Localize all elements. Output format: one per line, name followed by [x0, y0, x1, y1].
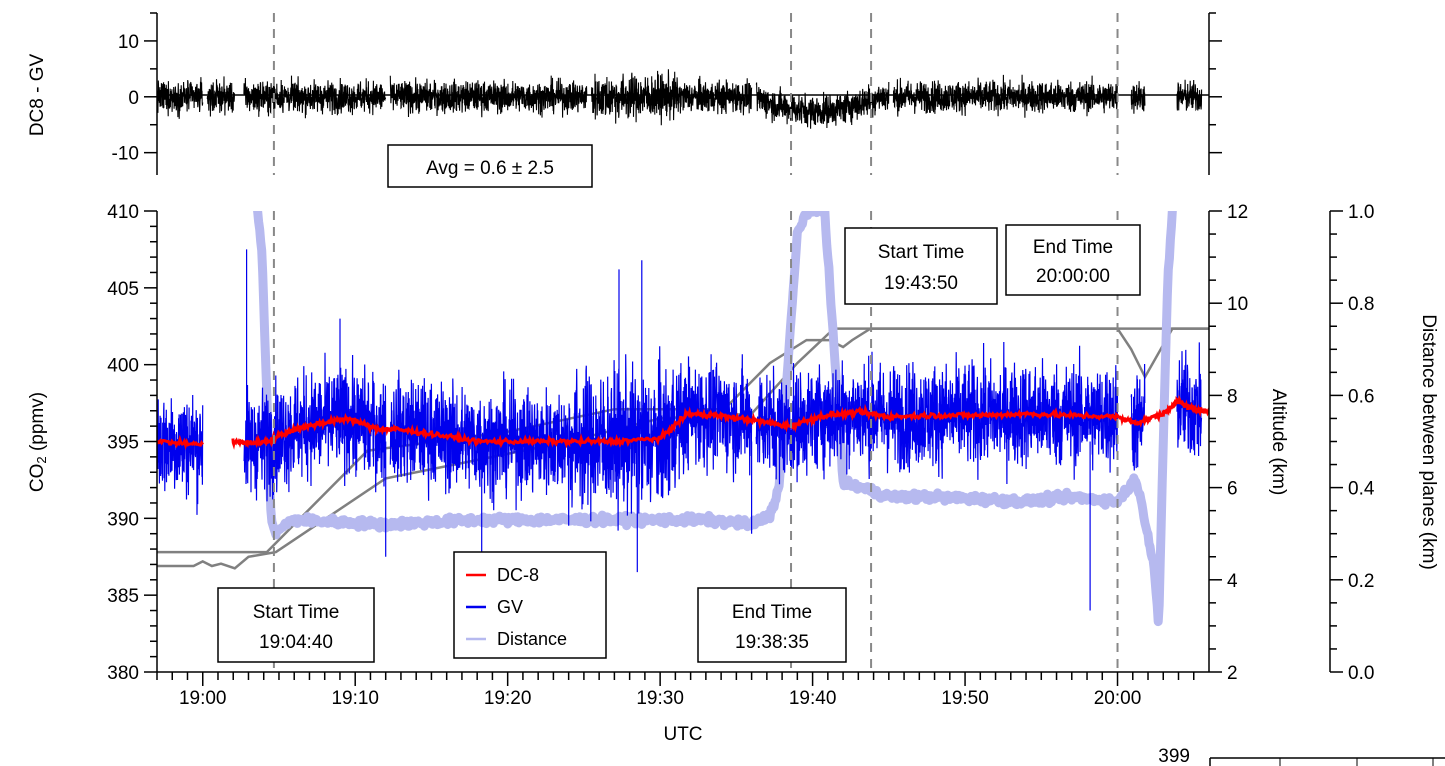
co2-y-ticks: 380 385 390 395 400 405 410 — [107, 202, 157, 684]
altitude-tick-label: 8 — [1227, 386, 1238, 407]
altitude-y-ticks: 2 4 6 8 10 12 — [1209, 202, 1248, 684]
distance-tick-label: 0.0 — [1348, 663, 1374, 684]
co2-tick-label: 390 — [107, 509, 139, 530]
diff-y-axis-title: DC8 - GV — [27, 54, 48, 137]
altitude-tick-label: 2 — [1227, 663, 1238, 684]
annotation-start-2-line2: 19:43:50 — [884, 273, 958, 294]
co2-axis-title: CO2 (ppmv) — [27, 392, 49, 492]
x-axis-ticks: 19:00 19:10 19:20 19:30 19:40 19:50 20:00 — [156, 672, 1195, 709]
legend-label-gv: GV — [497, 597, 523, 617]
co2-tick-label: 400 — [107, 356, 139, 377]
avg-annotation: Avg = 0.6 ± 2.5 — [387, 144, 593, 188]
altitude-tick-label: 10 — [1227, 294, 1248, 315]
difference-panel: 10 0 -10 DC8 - GV Avg = 0.6 ± 2.5 — [27, 12, 1222, 188]
altitude-tick-label: 4 — [1227, 571, 1238, 592]
diff-tick-label: 0 — [128, 88, 139, 109]
annotation-start-2: Start Time 19:43:50 — [844, 227, 998, 305]
x-axis-title: UTC — [663, 724, 702, 745]
distance-tick-label: 0.6 — [1348, 386, 1374, 407]
distance-axis-title: Distance between planes (km) — [1418, 314, 1439, 570]
co2-tick-label: 410 — [107, 202, 139, 223]
legend: DC-8 GV Distance — [453, 551, 607, 659]
diff-series-line — [157, 69, 1203, 129]
annotation-start-1-line2: 19:04:40 — [259, 632, 333, 653]
annotation-end-2: End Time 20:00:00 — [1005, 224, 1141, 296]
co2-tick-label: 405 — [107, 279, 139, 300]
gv-series-line — [157, 249, 1203, 611]
diff-y-ticks: 10 0 -10 — [112, 12, 1222, 165]
main-panel: 380 385 390 395 400 405 410 2 4 6 8 10 12 0.0 0.2 0.4… — [27, 202, 1439, 745]
co2-tick-label: 380 — [107, 663, 139, 684]
annotation-end-1: End Time 19:38:35 — [697, 587, 847, 663]
diff-tick-label: 10 — [118, 32, 139, 53]
x-tick-label: 19:00 — [179, 688, 227, 709]
diff-vertical-lines — [272, 13, 1119, 175]
dc8-series-line — [157, 394, 1209, 450]
legend-label-distance: Distance — [497, 629, 567, 649]
x-tick-label: 19:10 — [331, 688, 379, 709]
distance-tick-label: 0.2 — [1348, 571, 1374, 592]
distance-y-ticks: 0.0 0.2 0.4 0.6 0.8 1.0 — [1330, 202, 1375, 684]
x-tick-label: 19:50 — [941, 688, 989, 709]
altitude-tick-label: 6 — [1227, 479, 1238, 500]
distance-line — [253, 211, 1177, 627]
x-tick-label: 19:40 — [789, 688, 837, 709]
x-tick-label: 19:20 — [484, 688, 532, 709]
annotation-end-1-line1: End Time — [732, 602, 812, 623]
altitude-axis-title: Altitude (km) — [1268, 389, 1289, 496]
avg-annotation-text: Avg = 0.6 ± 2.5 — [426, 158, 554, 179]
annotation-start-2-line1: Start Time — [878, 242, 965, 263]
altitude-tick-label: 12 — [1227, 202, 1248, 223]
annotation-end-2-line2: 20:00:00 — [1036, 266, 1110, 287]
annotation-start-1: Start Time 19:04:40 — [217, 587, 375, 663]
co2-tick-label: 385 — [107, 586, 139, 607]
legend-label-dc8: DC-8 — [497, 565, 539, 585]
distance-tick-label: 0.4 — [1348, 479, 1375, 500]
diff-tick-label: -10 — [112, 144, 139, 165]
distance-tick-label: 0.8 — [1348, 294, 1374, 315]
co2-tick-label: 395 — [107, 433, 139, 454]
annotation-end-2-line1: End Time — [1033, 237, 1113, 258]
inset-tick-label: 399 — [1158, 746, 1190, 766]
diff-series-trace — [157, 69, 1203, 129]
inset-fragment: 399 — [1158, 746, 1445, 766]
x-tick-label: 20:00 — [1094, 688, 1142, 709]
annotation-start-1-line1: Start Time — [253, 602, 340, 623]
annotation-end-1-line2: 19:38:35 — [735, 632, 809, 653]
x-tick-label: 19:30 — [636, 688, 684, 709]
distance-tick-label: 1.0 — [1348, 202, 1374, 223]
